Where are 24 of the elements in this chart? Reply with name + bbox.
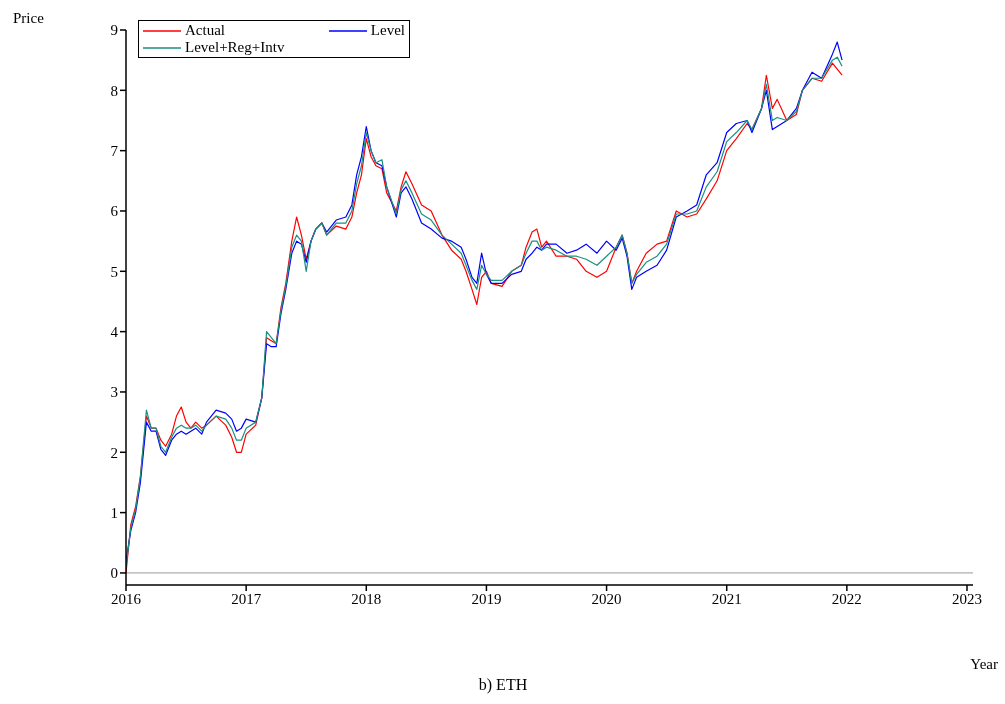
- x-tick-label: 2016: [111, 590, 142, 607]
- legend-label: Actual: [185, 22, 225, 39]
- x-tick-label: 2019: [471, 590, 502, 607]
- y-tick-label: 0: [110, 565, 118, 582]
- x-tick-label: 2017: [231, 590, 262, 607]
- y-tick-label: 6: [110, 203, 119, 220]
- y-tick-label: 9: [110, 22, 118, 39]
- x-tick-label: 2023: [951, 590, 982, 607]
- legend-label: Level+Reg+Intv: [185, 39, 285, 56]
- text: b) ETH: [477, 676, 529, 694]
- x-tick-label: 2018: [351, 590, 382, 607]
- x-tick-label: 2020: [591, 590, 622, 607]
- y-tick-label: 2: [110, 444, 118, 461]
- x-tick-label: 2022: [831, 590, 862, 607]
- y-tick-label: 7: [110, 142, 119, 159]
- y-tick-label: 1: [110, 504, 118, 521]
- y-tick-label: 4: [110, 323, 119, 340]
- y-tick-label: 5: [110, 263, 118, 280]
- x-axis-title: Year: [970, 656, 998, 673]
- y-tick-label: 8: [110, 82, 118, 99]
- legend-label: Level: [370, 22, 405, 39]
- x-tick-label: 2021: [711, 590, 742, 607]
- y-axis-title: Price: [13, 10, 44, 27]
- y-tick-label: 3: [110, 384, 118, 401]
